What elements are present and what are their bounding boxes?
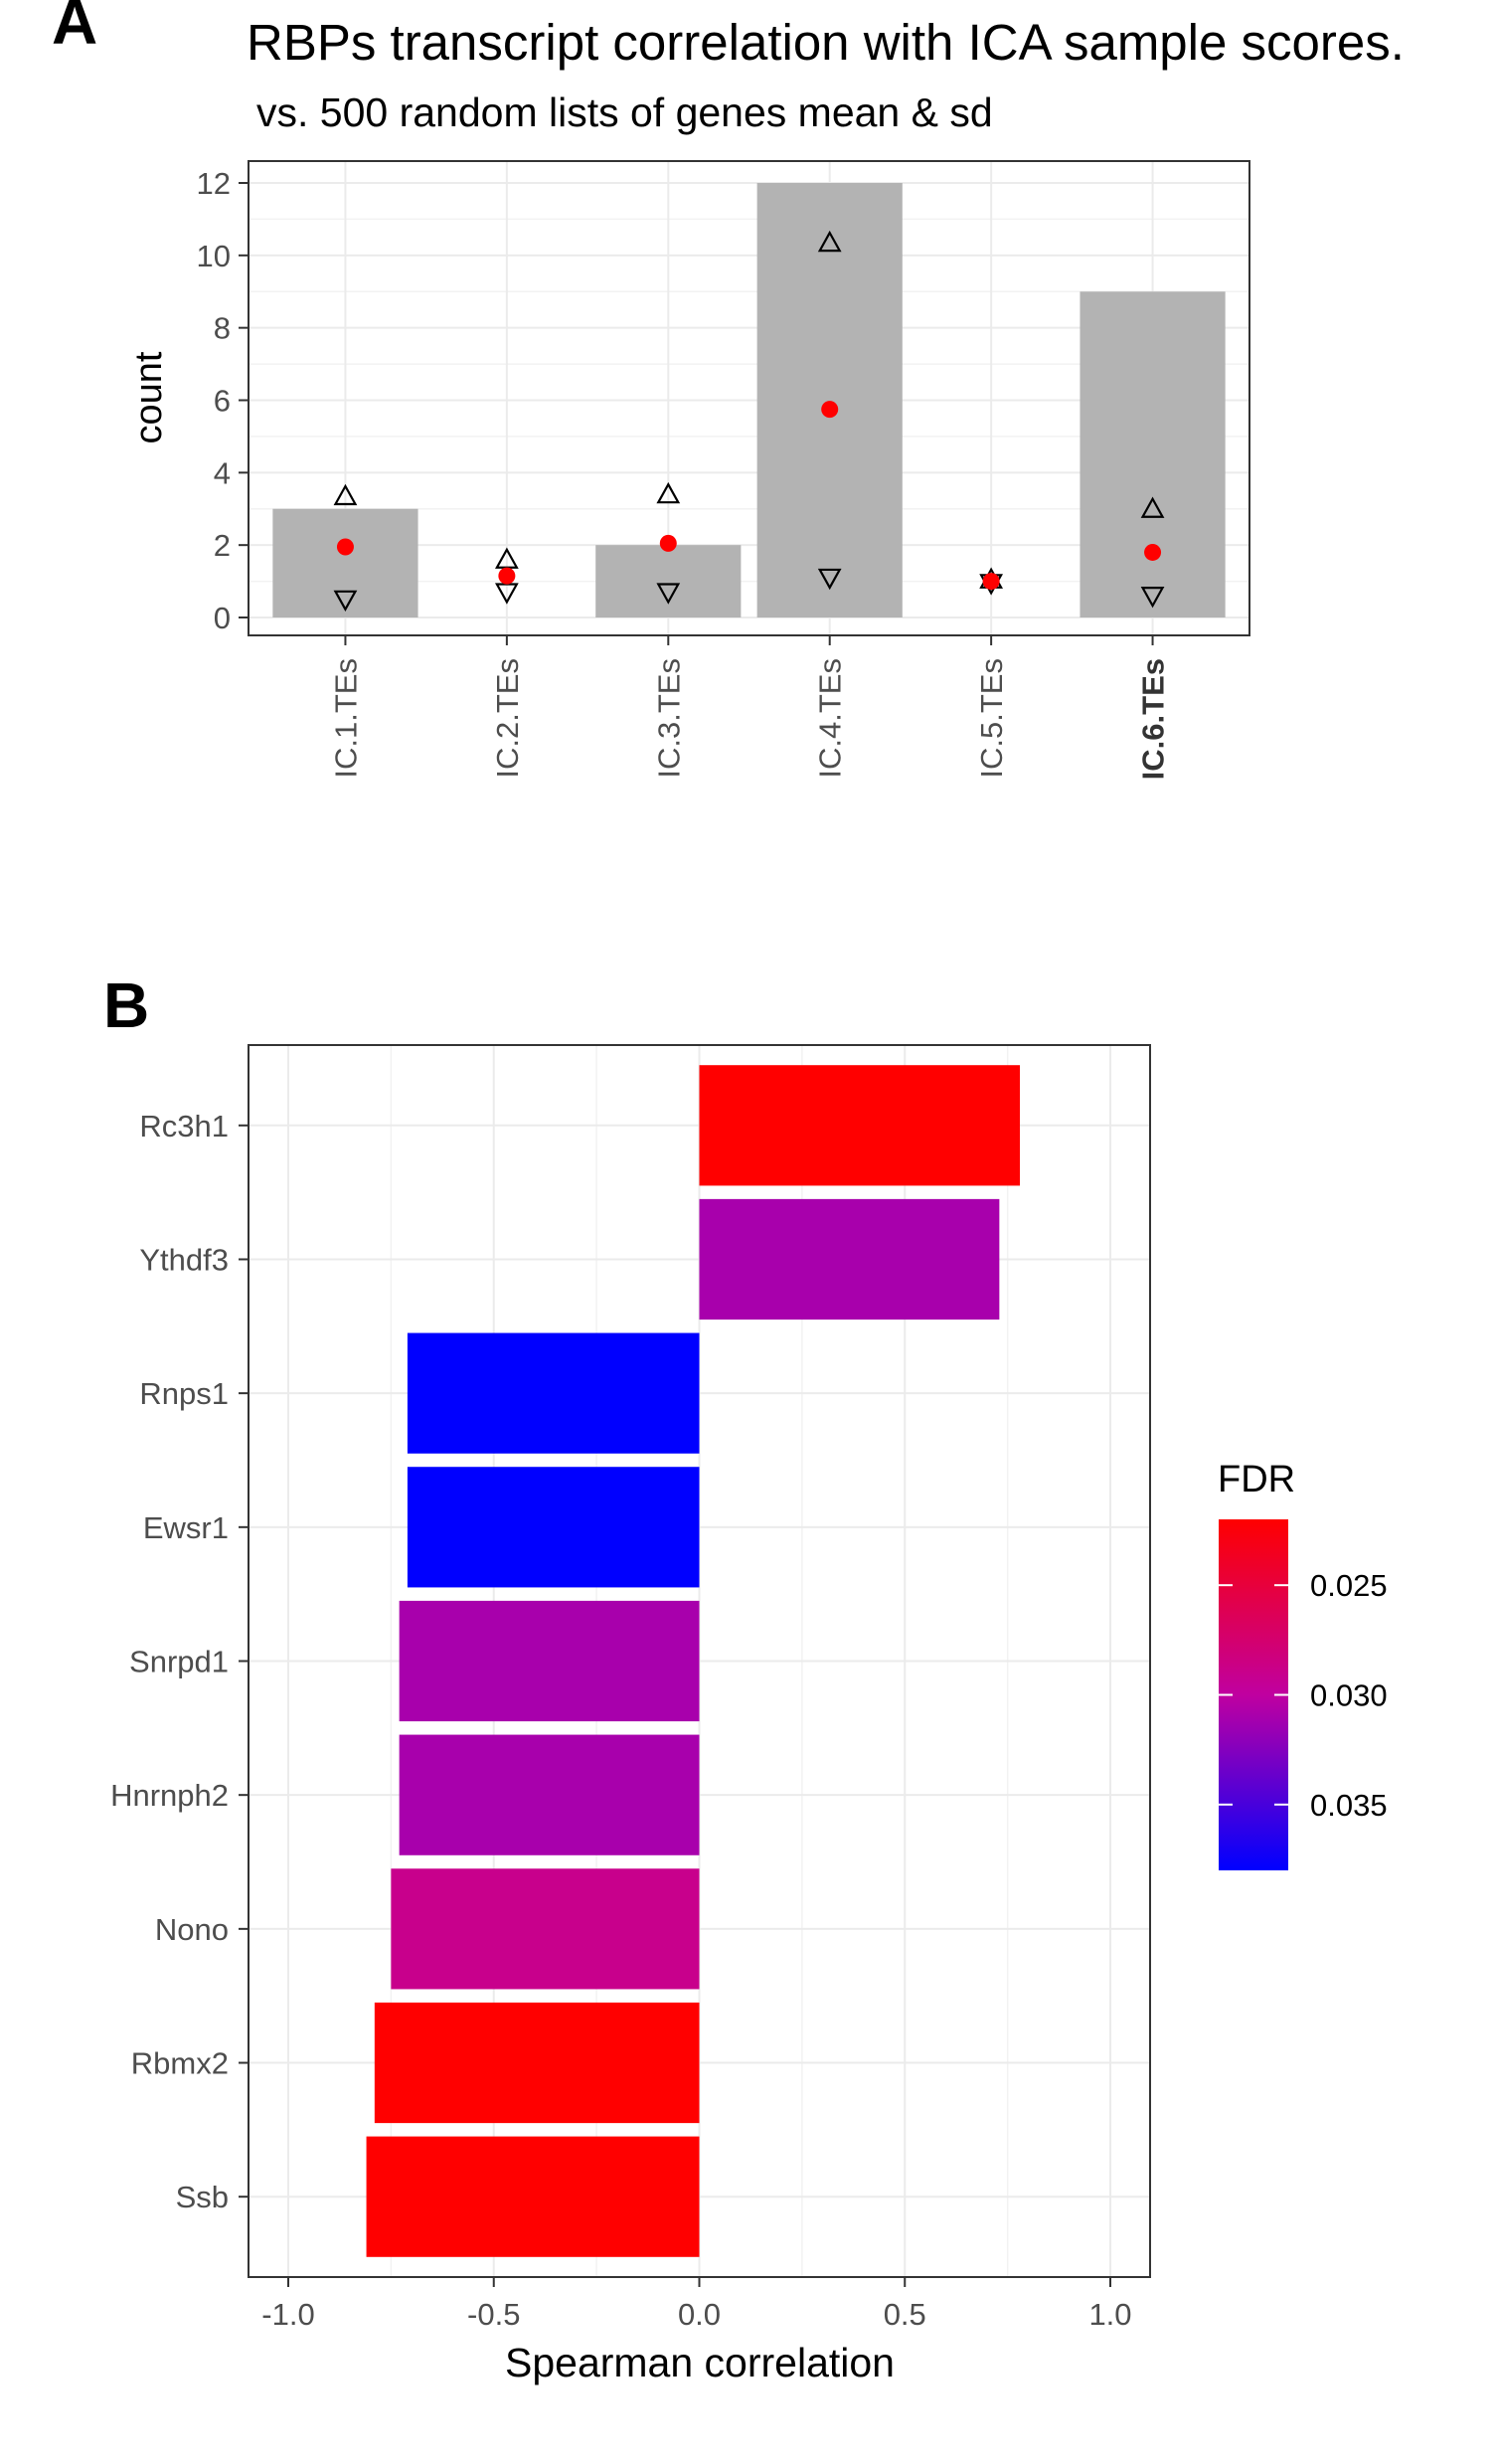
random-mean-point-IC.2.TEs bbox=[498, 567, 516, 585]
bar-IC.1.TEs bbox=[272, 508, 418, 617]
legend-ticks: 0.025 0.030 0.035 bbox=[1219, 1568, 1388, 1823]
legend-tick-label: 0.035 bbox=[1310, 1788, 1388, 1823]
mean-minus-sd-marker-IC.3.TEs bbox=[656, 583, 681, 605]
random-mean-point-IC.6.TEs bbox=[1144, 543, 1162, 561]
legend-title: FDR bbox=[1218, 1459, 1295, 1500]
panel-a-bars bbox=[272, 183, 1226, 617]
panel-a-x-tick-label: IC.2.TEs bbox=[490, 658, 525, 779]
random-mean-point-IC.1.TEs bbox=[336, 538, 354, 556]
panel-b-x-tick-label: 1.0 bbox=[1088, 2297, 1131, 2332]
panel-b-y-tick-label: Ewsr1 bbox=[143, 1510, 229, 1545]
bar-Rbmx2 bbox=[374, 2002, 700, 2124]
bar-Rc3h1 bbox=[699, 1065, 1021, 1186]
legend-tick-label: 0.030 bbox=[1310, 1678, 1388, 1713]
panel-a-y-tick-label: 0 bbox=[214, 601, 231, 635]
panel-a-points bbox=[333, 230, 1165, 613]
panel-a-y-tick-label: 6 bbox=[214, 384, 231, 419]
panel-a-x-tick-label: IC.1.TEs bbox=[328, 658, 363, 779]
panel-a-x-axis: IC.1.TEs IC.2.TEs IC.3.TEs IC.4.TEs IC.5.TEs… bbox=[328, 635, 1171, 780]
panel-b-y-axis: Rc3h1 Ythdf3 Rnps1 Ewsr1 Snrpd1 Hnrnph2 Nono Rb… bbox=[110, 1109, 249, 2214]
panel-b-y-tick-label: Snrpd1 bbox=[129, 1645, 229, 1679]
panel-a-x-tick-label: IC.6.TEs bbox=[1136, 658, 1171, 780]
panel-b-y-tick-label: Rc3h1 bbox=[139, 1109, 229, 1144]
mean-plus-sd-marker-IC.4.TEs bbox=[817, 230, 842, 253]
mean-plus-sd-marker-IC.6.TEs bbox=[1140, 496, 1165, 518]
bar-Nono bbox=[391, 1868, 700, 1990]
panel-a-y-tick-label: 8 bbox=[214, 311, 231, 346]
bar-Ewsr1 bbox=[407, 1467, 700, 1588]
random-mean-point-IC.4.TEs bbox=[821, 401, 839, 419]
panel-a-title: RBPs transcript correlation with ICA sam… bbox=[247, 14, 1405, 71]
mean-minus-sd-marker-IC.6.TEs bbox=[1140, 587, 1165, 609]
bar-IC.3.TEs bbox=[595, 545, 742, 617]
panel-a-y-tick-label: 2 bbox=[214, 528, 231, 563]
panel-a-label: A bbox=[52, 0, 97, 58]
panel-b-label: B bbox=[103, 969, 149, 1041]
panel-b: B Rc3h1 Ythdf3 Rnps1 Ewsr1 Snrpd1 Hnrnph2 Nono… bbox=[103, 969, 1388, 2385]
panel-b-y-tick-label: Hnrnph2 bbox=[110, 1778, 229, 1813]
bar-Ssb bbox=[366, 2136, 700, 2257]
panel-b-x-axis-title: Spearman correlation bbox=[505, 2340, 895, 2385]
bar-Snrpd1 bbox=[399, 1600, 700, 1722]
panel-a-y-tick-label: 4 bbox=[214, 455, 231, 490]
bar-IC.4.TEs bbox=[756, 183, 903, 617]
panel-b-x-tick-label: -1.0 bbox=[261, 2297, 314, 2332]
fdr-legend: FDR 0.025 0.030 0.035 bbox=[1218, 1459, 1388, 1870]
panel-a-x-tick-label: IC.5.TEs bbox=[974, 658, 1009, 779]
panel-a: A RBPs transcript correlation with ICA s… bbox=[52, 0, 1405, 780]
panel-a-subtitle: vs. 500 random lists of genes mean & sd bbox=[256, 89, 993, 135]
panel-b-x-axis: -1.0 -0.5 0.0 0.5 1.0 bbox=[261, 2277, 1132, 2332]
panel-b-y-tick-label: Rnps1 bbox=[139, 1376, 229, 1411]
panel-b-y-tick-label: Ythdf3 bbox=[139, 1242, 229, 1277]
bar-IC.6.TEs bbox=[1080, 291, 1226, 617]
panel-a-x-tick-label: IC.4.TEs bbox=[813, 658, 848, 779]
panel-a-y-tick-label: 10 bbox=[197, 239, 231, 273]
panel-b-bars bbox=[366, 1065, 1021, 2257]
panel-a-y-axis-title: count bbox=[128, 351, 170, 443]
panel-a-plot-border bbox=[248, 160, 1250, 636]
mean-minus-sd-marker-IC.4.TEs bbox=[817, 568, 842, 591]
legend-tick-label: 0.025 bbox=[1310, 1568, 1388, 1603]
panel-a-y-tick-label: 12 bbox=[197, 166, 231, 201]
panel-b-x-tick-label: 0.5 bbox=[884, 2297, 926, 2332]
panel-a-y-axis: 0 2 4 6 8 10 12 bbox=[197, 166, 249, 635]
random-mean-point-IC.3.TEs bbox=[659, 534, 677, 552]
panel-b-y-tick-label: Rbmx2 bbox=[131, 2046, 229, 2081]
panel-b-x-tick-label: 0.0 bbox=[678, 2297, 721, 2332]
mean-plus-sd-marker-IC.1.TEs bbox=[333, 483, 358, 506]
panel-a-x-tick-label: IC.3.TEs bbox=[651, 658, 686, 779]
mean-minus-sd-marker-IC.1.TEs bbox=[333, 590, 358, 613]
panel-b-y-tick-label: Nono bbox=[155, 1912, 229, 1947]
bar-Rnps1 bbox=[407, 1332, 700, 1454]
bar-Hnrnph2 bbox=[399, 1734, 700, 1855]
panel-b-x-tick-label: -0.5 bbox=[467, 2297, 520, 2332]
mean-plus-sd-marker-IC.3.TEs bbox=[656, 481, 681, 504]
panel-b-y-tick-label: Ssb bbox=[176, 2180, 229, 2214]
random-mean-point-IC.5.TEs bbox=[982, 573, 1000, 591]
bar-Ythdf3 bbox=[699, 1198, 1000, 1320]
